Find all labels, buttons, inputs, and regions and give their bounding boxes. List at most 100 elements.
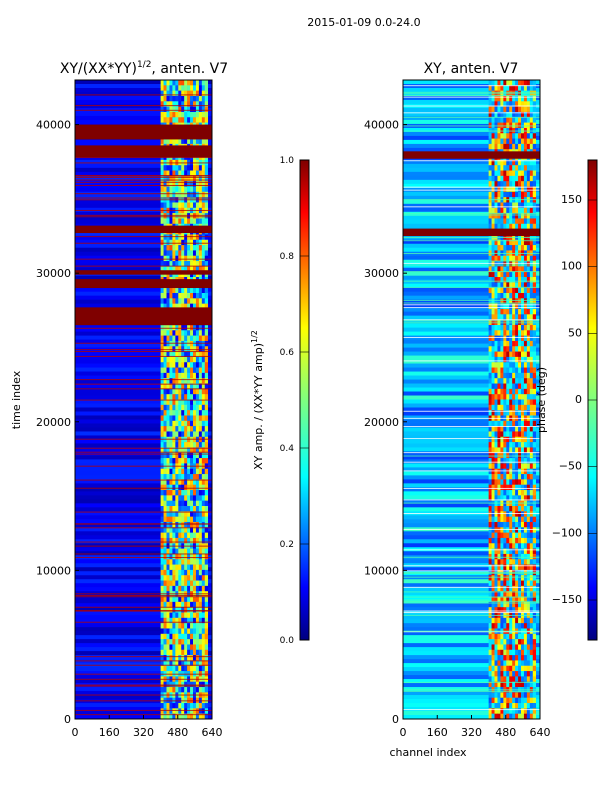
heatmap-cell <box>160 362 164 368</box>
heatmap-cell <box>518 287 522 294</box>
heatmap-cell <box>526 80 531 86</box>
heatmap-cell <box>503 303 507 310</box>
heatmap-cell <box>201 564 206 571</box>
heatmap-row <box>75 623 212 628</box>
heatmap-cell <box>506 282 510 288</box>
heatmap-cell <box>169 138 173 145</box>
heatmap-cell <box>187 474 191 480</box>
heatmap-row <box>75 455 212 460</box>
heatmap-cell <box>515 463 519 470</box>
heatmap-cell <box>172 239 176 246</box>
heatmap-cell <box>503 346 507 352</box>
heatmap-row <box>403 535 540 540</box>
heatmap-cell <box>198 665 203 672</box>
heatmap-cell <box>503 261 507 267</box>
heatmap-streak <box>403 410 540 412</box>
heatmap-cell <box>178 245 182 251</box>
heatmap-cell <box>497 356 501 363</box>
heatmap-cell <box>193 537 197 544</box>
heatmap-row <box>403 191 540 197</box>
heatmap-cell <box>523 436 528 443</box>
heatmap-cell <box>198 218 203 225</box>
heatmap-cell <box>491 660 495 667</box>
heatmap-cell <box>509 282 513 288</box>
heatmap-cell <box>509 548 513 555</box>
heatmap-cell <box>500 644 504 651</box>
heatmap-cell <box>509 170 513 177</box>
heatmap-cell <box>506 255 510 262</box>
heatmap-cell <box>497 655 501 661</box>
heatmap-cell <box>497 277 501 283</box>
heatmap-row <box>403 291 540 297</box>
heatmap-cell <box>204 442 209 448</box>
heatmap-row <box>403 287 540 293</box>
heatmap-cell <box>190 607 194 613</box>
y-tick-label: 40000 <box>36 119 71 132</box>
heatmap-cell <box>175 633 179 640</box>
heatmap-cell <box>172 410 176 416</box>
heatmap-cell <box>160 458 164 464</box>
heatmap-row <box>403 295 540 301</box>
heatmap-cell <box>526 213 531 219</box>
heatmap-cell <box>175 117 179 123</box>
heatmap-cell <box>526 708 531 714</box>
heatmap-cell <box>175 420 179 427</box>
heatmap-cell <box>193 623 197 629</box>
heatmap-cell <box>509 271 513 278</box>
heatmap-cell <box>521 490 525 496</box>
heatmap-row <box>75 115 212 121</box>
heatmap-row <box>75 247 212 253</box>
heatmap-cell <box>518 223 522 230</box>
heatmap-cell <box>506 362 510 368</box>
heatmap-cell <box>512 692 516 698</box>
heatmap-cell <box>195 346 200 352</box>
heatmap-cell <box>488 223 492 230</box>
heatmap-cell <box>488 436 492 443</box>
heatmap-cell <box>500 271 504 278</box>
heatmap-cell <box>172 431 176 438</box>
heatmap-cell <box>503 388 507 395</box>
heatmap-cell <box>532 442 537 448</box>
heatmap-cell <box>515 303 519 310</box>
heatmap-cell <box>494 282 498 288</box>
heatmap-cell <box>163 484 167 491</box>
heatmap-cell <box>184 431 188 438</box>
heatmap-cell <box>509 117 513 123</box>
heatmap-cell <box>201 490 206 496</box>
heatmap-cell <box>190 537 194 544</box>
heatmap-cell <box>494 703 498 709</box>
heatmap-cell <box>503 101 507 107</box>
heatmap-cell <box>163 569 167 576</box>
heatmap-cell <box>187 687 191 693</box>
heatmap-cell <box>172 628 176 635</box>
heatmap-row <box>403 643 540 648</box>
heatmap-cell <box>512 607 516 613</box>
heatmap-cell <box>491 277 495 283</box>
colorbar-tick-label: 150 <box>561 193 582 206</box>
heatmap-cell <box>529 447 534 454</box>
heatmap-cell <box>193 585 197 592</box>
heatmap-cell <box>181 537 185 544</box>
heatmap-cell <box>178 293 182 299</box>
heatmap-cell <box>169 202 173 209</box>
heatmap-cell <box>532 633 537 640</box>
heatmap-cell <box>204 181 209 187</box>
heatmap-cell <box>497 245 501 251</box>
heatmap-cell <box>190 585 194 592</box>
heatmap-row <box>403 695 540 700</box>
heatmap-cell <box>494 521 498 528</box>
heatmap-cell <box>506 548 510 555</box>
heatmap-cell <box>201 474 206 480</box>
heatmap-cell <box>529 218 534 225</box>
heatmap-cell <box>529 596 534 603</box>
heatmap-cell <box>518 463 522 470</box>
heatmap-cell <box>529 511 534 517</box>
heatmap-cell <box>491 559 495 565</box>
heatmap-cell <box>491 532 495 539</box>
heatmap-cell <box>181 708 185 714</box>
heatmap-cell <box>187 394 191 400</box>
saturated-band <box>75 307 212 326</box>
heatmap-cell <box>193 101 197 107</box>
heatmap-cell <box>526 255 531 262</box>
heatmap-cell <box>503 580 507 587</box>
